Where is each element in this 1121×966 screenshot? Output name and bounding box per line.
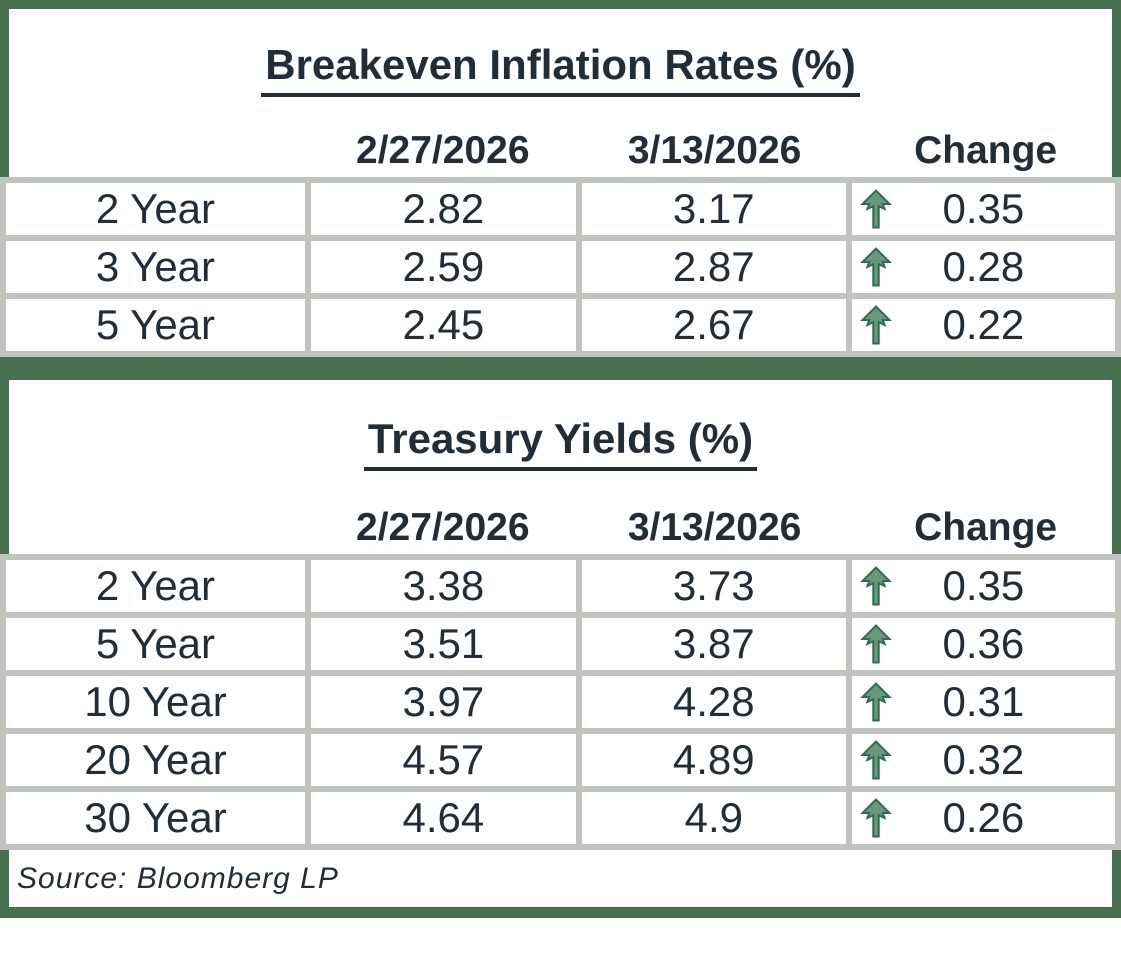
value-cell: 2.87 — [575, 235, 852, 299]
table-row: 10 Year 3.97 4.28 0.31 — [0, 670, 1121, 734]
change-cell: 0.26 — [845, 786, 1121, 850]
change-cell: 0.36 — [845, 612, 1121, 676]
treasury-panel-header: Treasury Yields (%) 2/27/2026 3/13/2026 … — [0, 380, 1121, 554]
value-cell: 2.67 — [575, 293, 852, 357]
row-label: 20 Year — [0, 728, 311, 792]
change-value: 0.31 — [942, 678, 1025, 725]
green-divider — [0, 357, 1121, 380]
row-label: 2 Year — [0, 554, 311, 618]
table-row: 30 Year 4.64 4.9 0.26 — [0, 786, 1121, 850]
change-value: 0.32 — [942, 736, 1025, 783]
value-cell: 4.89 — [575, 728, 852, 792]
breakeven-column-headers: 2/27/2026 3/13/2026 Change — [0, 129, 1121, 177]
row-label: 3 Year — [0, 235, 311, 299]
value-cell: 2.82 — [304, 177, 582, 241]
up-arrow-icon — [859, 624, 892, 664]
column-header-change: Change — [914, 506, 1058, 550]
up-arrow-icon — [859, 247, 892, 287]
up-arrow-icon — [859, 566, 892, 606]
row-label: 30 Year — [0, 786, 311, 850]
change-value: 0.26 — [942, 794, 1025, 841]
change-cell: 0.35 — [845, 177, 1121, 241]
column-header-date1: 2/27/2026 — [356, 129, 530, 173]
change-cell: 0.35 — [845, 554, 1121, 618]
change-value: 0.22 — [942, 301, 1025, 348]
value-cell: 4.28 — [575, 670, 852, 734]
rates-report: Breakeven Inflation Rates (%) 2/27/2026 … — [0, 0, 1121, 918]
change-value: 0.35 — [942, 185, 1025, 232]
breakeven-title-wrap: Breakeven Inflation Rates (%) — [9, 9, 1112, 130]
value-cell: 2.59 — [304, 235, 582, 299]
change-cell: 0.31 — [845, 670, 1121, 734]
column-header-date2: 3/13/2026 — [627, 506, 802, 550]
value-cell: 4.9 — [575, 786, 852, 850]
up-arrow-icon — [859, 305, 892, 345]
value-cell: 3.73 — [575, 554, 852, 618]
table-row: 5 Year 2.45 2.67 0.22 — [0, 293, 1121, 357]
row-label: 5 Year — [0, 293, 311, 357]
row-label: 10 Year — [0, 670, 311, 734]
table-row: 20 Year 4.57 4.89 0.32 — [0, 728, 1121, 792]
treasury-title-wrap: Treasury Yields (%) — [9, 380, 1112, 507]
up-arrow-icon — [859, 740, 892, 780]
column-header-change: Change — [914, 129, 1058, 173]
row-label: 2 Year — [0, 177, 311, 241]
table-row: 5 Year 3.51 3.87 0.36 — [0, 612, 1121, 676]
up-arrow-icon — [859, 798, 892, 838]
value-cell: 3.38 — [304, 554, 582, 618]
change-value: 0.28 — [942, 243, 1025, 290]
change-value: 0.36 — [942, 620, 1025, 667]
source-note: Source: Bloomberg LP — [17, 861, 339, 895]
change-cell: 0.22 — [845, 293, 1121, 357]
table-row: 3 Year 2.59 2.87 0.28 — [0, 235, 1121, 299]
change-value: 0.35 — [942, 562, 1025, 609]
treasury-column-headers: 2/27/2026 3/13/2026 Change — [0, 506, 1121, 554]
table-row: 2 Year 3.38 3.73 0.35 — [0, 554, 1121, 618]
value-cell: 3.87 — [575, 612, 852, 676]
value-cell: 3.97 — [304, 670, 582, 734]
value-cell: 3.51 — [304, 612, 582, 676]
change-cell: 0.28 — [845, 235, 1121, 299]
value-cell: 2.45 — [304, 293, 582, 357]
column-header-empty — [0, 507, 307, 550]
change-cell: 0.32 — [845, 728, 1121, 792]
row-label: 5 Year — [0, 612, 311, 676]
value-cell: 3.17 — [575, 177, 852, 241]
column-header-empty — [0, 130, 307, 173]
value-cell: 4.57 — [304, 728, 582, 792]
breakeven-panel-header: Breakeven Inflation Rates (%) 2/27/2026 … — [0, 0, 1121, 177]
breakeven-table: 2 Year 2.82 3.17 0.35 3 Year 2.59 2.87 0… — [0, 177, 1121, 357]
table-row: 2 Year 2.82 3.17 0.35 — [0, 177, 1121, 241]
value-cell: 4.64 — [304, 786, 582, 850]
panel-title: Breakeven Inflation Rates (%) — [261, 41, 860, 98]
up-arrow-icon — [859, 682, 892, 722]
column-header-date2: 3/13/2026 — [627, 129, 802, 173]
column-header-date1: 2/27/2026 — [356, 506, 530, 550]
up-arrow-icon — [859, 189, 892, 229]
source-row: Source: Bloomberg LP — [0, 850, 1121, 918]
treasury-table: 2 Year 3.38 3.73 0.35 5 Year 3.51 3.87 0… — [0, 554, 1121, 850]
panel-title: Treasury Yields (%) — [363, 415, 758, 472]
